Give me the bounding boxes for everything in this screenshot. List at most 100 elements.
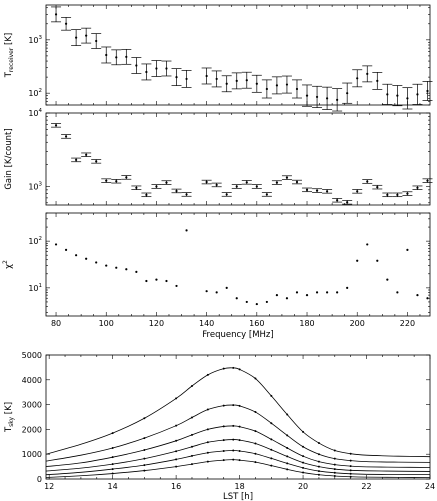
data-point-1 <box>332 198 343 203</box>
point-marker <box>396 193 399 196</box>
chi2-point <box>305 294 309 297</box>
point-marker <box>406 192 409 195</box>
series-point-1 <box>286 434 289 437</box>
point-marker <box>295 87 299 91</box>
data-point-0 <box>241 71 252 89</box>
series-point-1 <box>254 411 257 414</box>
series-line-0 <box>45 367 431 458</box>
point-marker <box>135 64 138 67</box>
data-point-0 <box>81 27 92 44</box>
point-marker <box>64 22 68 25</box>
series-point-5 <box>302 471 305 474</box>
chi2-point <box>185 229 188 232</box>
data-point-1 <box>111 179 122 184</box>
point-marker <box>295 180 299 184</box>
chi2-point <box>235 297 238 300</box>
data-point-0 <box>281 75 292 94</box>
y-tick-label-0: 103 <box>28 35 42 45</box>
point-marker <box>315 95 319 99</box>
data-point-0 <box>201 67 212 85</box>
y-axis-label-3: Tsky [K] <box>4 402 15 433</box>
point-marker <box>416 186 419 189</box>
series-point-4 <box>270 457 273 460</box>
point-marker <box>54 124 58 127</box>
series-point-2 <box>222 425 225 428</box>
point-marker <box>225 82 228 85</box>
data-point-1 <box>392 192 403 198</box>
series-point-3 <box>302 461 305 464</box>
data-point-1 <box>131 185 142 190</box>
panel-frame-2 <box>45 212 431 317</box>
series-point-1 <box>175 424 178 427</box>
series-point-2 <box>232 424 235 427</box>
data-point-1 <box>51 123 62 128</box>
data-point-1 <box>181 192 192 197</box>
series-point-0 <box>270 394 273 397</box>
data-point-1 <box>141 192 152 198</box>
series-point-4 <box>238 449 241 452</box>
point-marker <box>255 185 258 188</box>
series-point-5 <box>190 463 193 466</box>
series-point-1 <box>270 422 273 425</box>
series-point-2 <box>254 430 257 433</box>
series-point-4 <box>175 458 178 461</box>
x-tick-label-3: 14 <box>108 482 118 491</box>
x-tick-label-2: 200 <box>350 319 365 328</box>
series-point-3 <box>206 441 209 444</box>
data-point-1 <box>211 182 222 188</box>
point-marker <box>245 181 248 184</box>
data-point-0 <box>151 60 162 77</box>
series-point-4 <box>286 462 289 465</box>
series-point-2 <box>317 460 320 463</box>
point-marker <box>75 36 78 39</box>
y-axis-label-0: Treceiver [K] <box>4 33 15 79</box>
chi2-point <box>54 243 58 246</box>
point-marker <box>346 201 349 204</box>
chi2-point <box>125 268 128 271</box>
data-point-0 <box>412 83 423 105</box>
point-marker <box>175 76 178 79</box>
point-marker <box>376 79 379 82</box>
data-point-0 <box>271 76 282 95</box>
point-marker <box>426 179 429 182</box>
data-point-0 <box>181 70 192 88</box>
x-tick-label-3: 22 <box>361 482 371 491</box>
series-point-0 <box>232 366 235 369</box>
data-point-1 <box>382 192 393 198</box>
data-point-1 <box>261 192 272 197</box>
series-point-5 <box>270 464 273 467</box>
data-point-1 <box>231 184 242 189</box>
series-point-3 <box>317 465 320 468</box>
data-point-1 <box>302 187 313 193</box>
series-point-1 <box>232 404 235 407</box>
data-point-1 <box>362 179 373 184</box>
series-point-0 <box>190 385 193 387</box>
series-point-4 <box>190 454 193 457</box>
chi2-point <box>85 257 88 260</box>
point-marker <box>85 153 88 156</box>
point-marker <box>85 34 88 37</box>
data-point-1 <box>241 180 252 185</box>
data-point-0 <box>231 72 242 90</box>
chi2-point <box>386 278 389 281</box>
x-tick-label-2: 80 <box>51 319 61 328</box>
y-tick-label-3: 2000 <box>22 425 42 434</box>
point-marker <box>376 186 379 189</box>
point-marker <box>416 93 419 96</box>
data-point-0 <box>71 29 82 46</box>
series-point-2 <box>286 447 289 449</box>
point-marker <box>185 193 188 196</box>
series-point-3 <box>270 448 273 451</box>
series-point-3 <box>143 457 146 460</box>
x-tick-label-3: 20 <box>298 482 308 491</box>
series-point-0 <box>111 432 114 435</box>
y-axis-label-2: χ2 <box>2 260 14 269</box>
series-point-2 <box>333 463 336 466</box>
data-point-1 <box>422 178 433 183</box>
data-point-1 <box>271 180 282 185</box>
x-tick-label-3: 12 <box>44 482 54 491</box>
series-point-5 <box>254 461 257 464</box>
data-point-1 <box>201 179 212 185</box>
data-point-0 <box>302 84 313 107</box>
